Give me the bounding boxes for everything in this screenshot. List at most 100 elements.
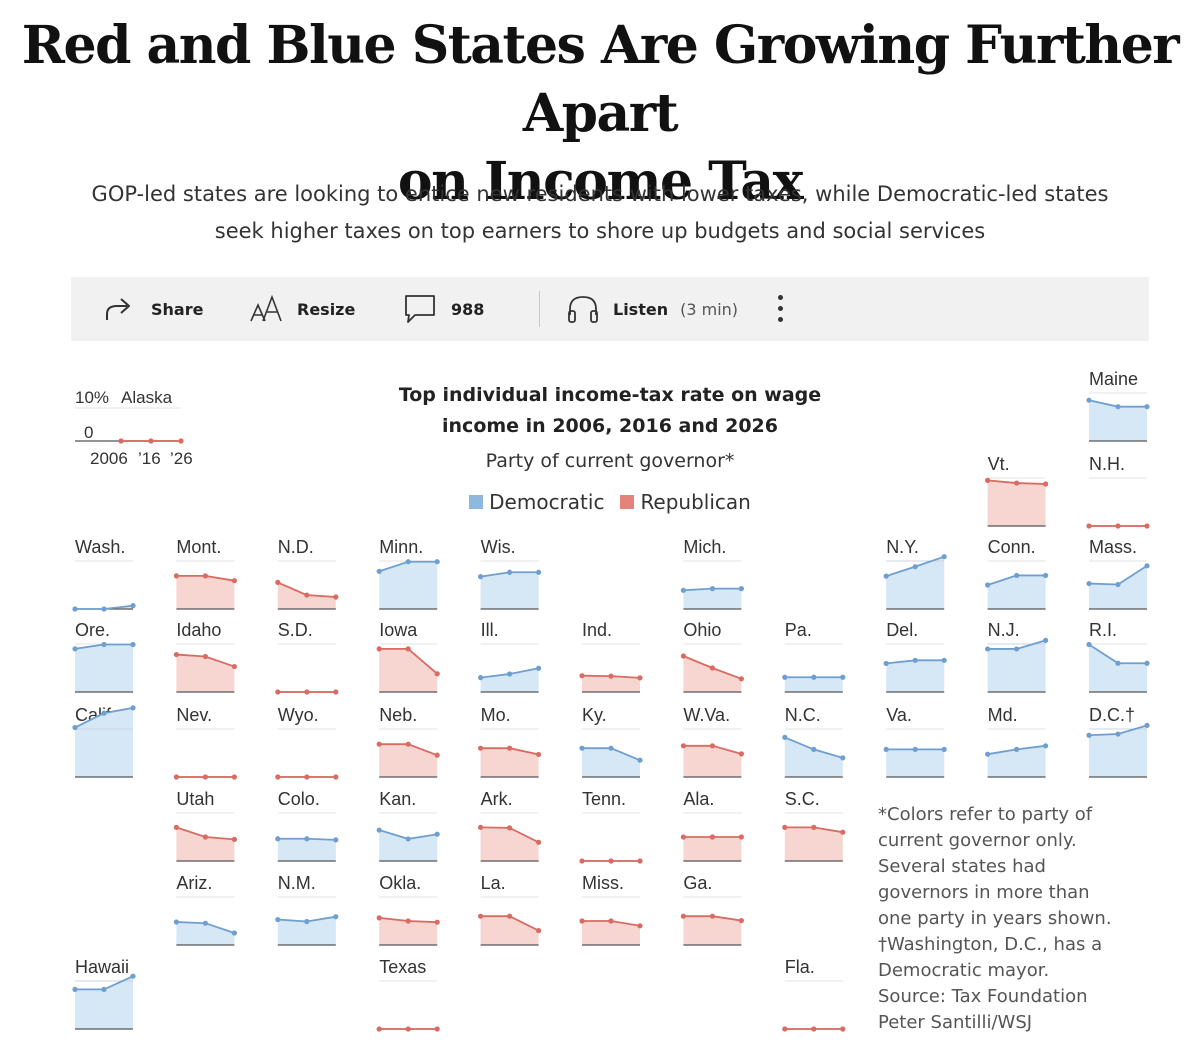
rate-point [1115, 581, 1121, 588]
state-tile: Neb. [376, 705, 440, 778]
rate-point [608, 673, 614, 679]
rate-area [75, 976, 133, 1029]
rate-point [1086, 580, 1092, 587]
rate-point [709, 913, 716, 919]
rate-point [941, 746, 947, 753]
rate-area [480, 748, 539, 777]
rate-point [1115, 523, 1121, 529]
state-tile: Ala. [680, 789, 745, 862]
rate-area [480, 827, 539, 861]
legend-swatch-republican [620, 495, 635, 509]
state-tile: N.J. [985, 620, 1049, 693]
comments-button[interactable]: 988 [403, 277, 484, 341]
rate-point [72, 724, 78, 731]
rate-point [709, 834, 716, 840]
rate-area [886, 749, 945, 777]
rate-area [176, 575, 235, 609]
rate-area [1089, 644, 1147, 692]
state-tile: Wash. [72, 537, 136, 612]
share-button[interactable]: Share [103, 277, 203, 341]
state-tile: Utah [173, 789, 237, 862]
rate-area [75, 707, 133, 777]
rate-point [782, 734, 788, 741]
rate-point [709, 665, 716, 671]
resize-button[interactable]: Resize [249, 277, 355, 341]
rate-point [1144, 404, 1150, 410]
rate-area [176, 827, 235, 861]
rate-point [173, 919, 179, 925]
rate-point [130, 705, 136, 711]
state-label: Ind. [582, 620, 612, 640]
rate-point [840, 755, 846, 761]
rate-point [275, 689, 281, 695]
rate-area [480, 668, 539, 692]
rate-point [637, 923, 643, 929]
rate-point [231, 836, 237, 843]
rate-point [101, 986, 107, 993]
rate-point [434, 1026, 440, 1032]
rate-area [379, 561, 438, 609]
state-label: Hawaii [75, 957, 129, 977]
rate-point [130, 973, 136, 979]
rate-point [1144, 563, 1150, 569]
state-label: Colo. [278, 789, 320, 809]
rate-point [434, 671, 440, 677]
rate-area [1089, 565, 1147, 609]
rate-point [275, 774, 281, 780]
rate-point [536, 751, 542, 758]
rate-point [202, 774, 208, 780]
rate-point [709, 586, 716, 592]
rate-point [608, 918, 614, 924]
rate-point [1115, 404, 1121, 410]
state-tile: Wyo. [275, 705, 339, 780]
state-label: Wyo. [278, 705, 319, 725]
state-tile: Idaho [173, 620, 237, 693]
rate-point [434, 831, 440, 837]
state-label: Ark. [481, 789, 513, 809]
rate-point [680, 743, 687, 749]
state-label: Ala. [683, 789, 714, 809]
more-button[interactable] [771, 293, 791, 325]
state-tile: W.Va. [680, 705, 745, 778]
rate-point [1144, 660, 1150, 666]
state-tile: Del. [883, 620, 947, 693]
state-tile: Iowa [376, 620, 440, 693]
state-label: Mass. [1089, 537, 1137, 557]
rate-point [840, 1026, 846, 1032]
toolbar-divider [539, 291, 540, 327]
state-label: Conn. [988, 537, 1036, 557]
resize-label: Resize [297, 299, 356, 319]
state-label: Va. [886, 705, 912, 725]
rate-point [579, 858, 585, 864]
rate-point [101, 641, 107, 648]
rate-area [582, 675, 640, 692]
state-tile: N.Y. [883, 537, 947, 610]
state-label: Ariz. [176, 873, 212, 893]
state-tile: Ill. [478, 620, 542, 693]
state-label: N.J. [988, 620, 1020, 640]
state-tile: Okla. [376, 873, 440, 946]
note-line: current governor only. [878, 830, 1077, 851]
rate-point [1086, 397, 1092, 403]
state-tile: Mont. [173, 537, 237, 610]
state-tile: Maine [1086, 369, 1150, 442]
key-x-label: ’16 [138, 449, 161, 468]
state-tile: N.C. [782, 705, 846, 778]
rate-point [478, 913, 484, 919]
state-label: Ore. [75, 620, 110, 640]
listen-button[interactable]: Listen (3 min) [565, 277, 738, 341]
rate-point [275, 579, 281, 586]
key-x-label: ’26 [170, 449, 193, 468]
note-line: *Colors refer to party of [878, 804, 1093, 825]
rate-area [987, 745, 1046, 777]
rate-point [608, 858, 614, 864]
rate-point [376, 568, 382, 574]
rate-point [304, 689, 310, 695]
state-label: R.I. [1089, 620, 1117, 640]
state-label: Wash. [75, 537, 125, 557]
rate-point [173, 774, 179, 780]
state-label: Wis. [481, 537, 516, 557]
rate-point [178, 438, 184, 444]
legend-label-democratic: Democratic [489, 490, 605, 514]
